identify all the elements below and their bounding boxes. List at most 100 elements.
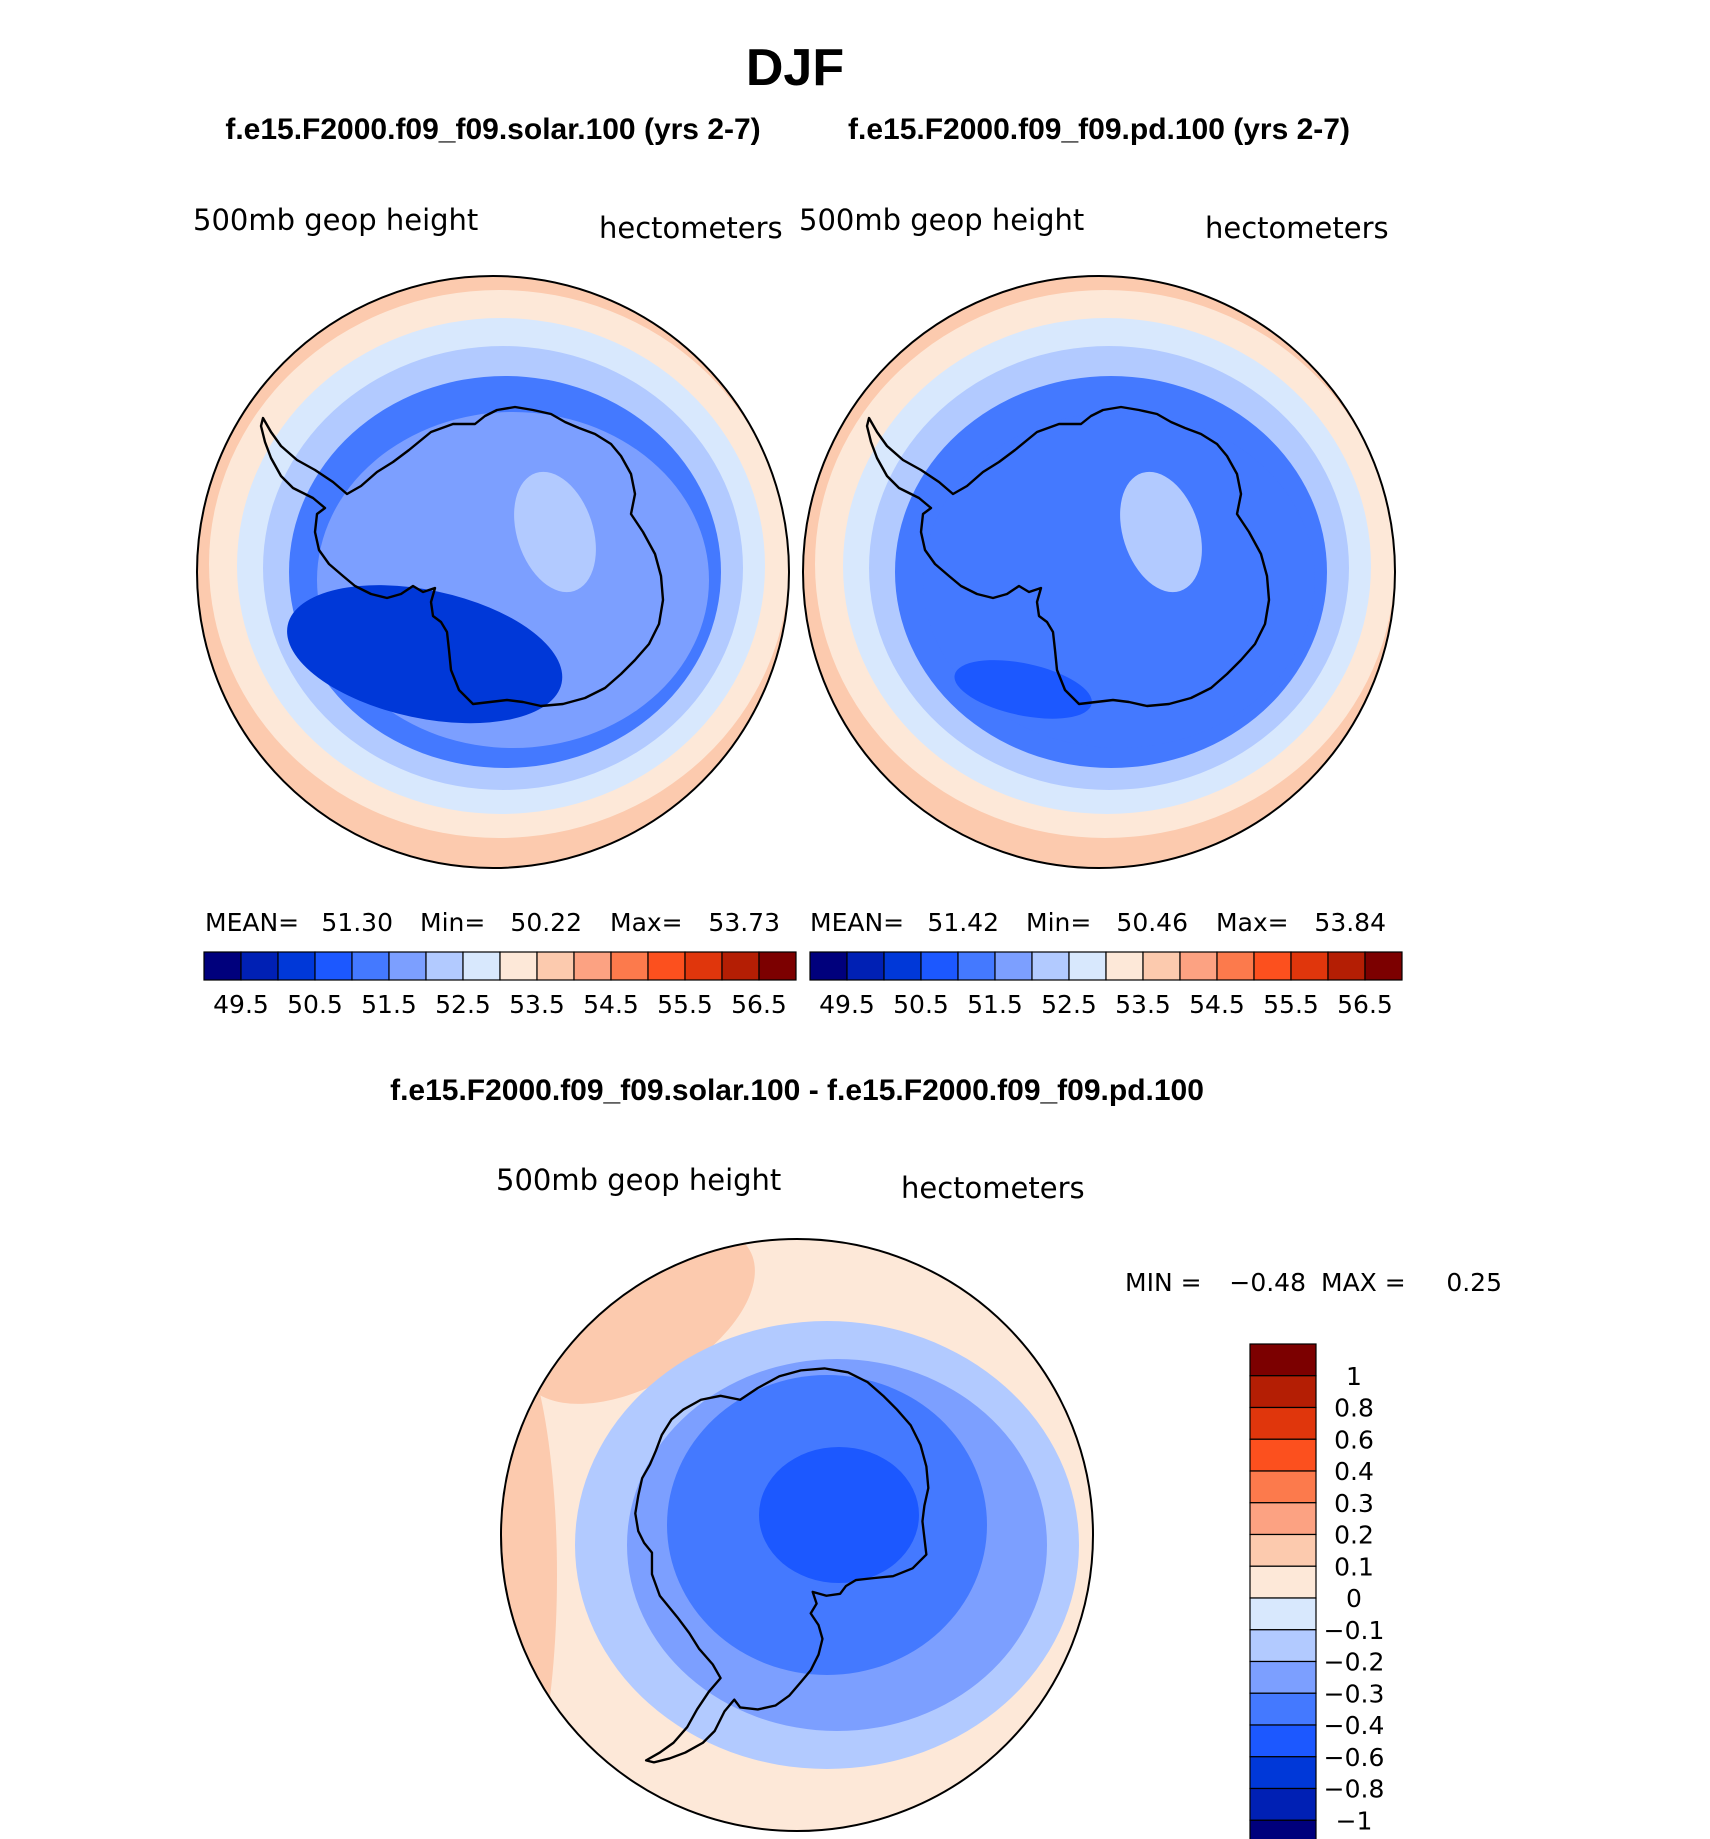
- colorbar-swatch: [883, 951, 922, 981]
- panel-solar-units: hectometers: [599, 211, 783, 245]
- colorbar-tick-label: −1: [1336, 1806, 1373, 1835]
- stats-mean-label: MEAN=: [810, 908, 904, 937]
- colorbar-swatch: [994, 951, 1033, 981]
- colorbar-swatch: [1249, 1533, 1317, 1567]
- colorbar-swatch: [1249, 1660, 1317, 1694]
- colorbar-swatch: [1364, 951, 1403, 981]
- colorbar-tick-label: 0.2: [1334, 1521, 1374, 1550]
- colorbar-swatch: [1216, 951, 1255, 981]
- colorbar-tick-label: 0.4: [1334, 1457, 1374, 1486]
- colorbar-tick-label: 51.5: [361, 990, 417, 1019]
- stats-mean-label: MEAN=: [205, 908, 299, 937]
- colorbar-tick-label: 55.5: [657, 990, 713, 1019]
- main-title: DJF: [746, 39, 844, 97]
- colorbar-tick-label: 56.5: [731, 990, 787, 1019]
- colorbar-swatch: [1068, 951, 1107, 981]
- stats-diff: MIN = −0.48 MAX = 0.25: [1125, 1268, 1502, 1297]
- stats-solar: MEAN= 51.30 Min= 50.22 Max= 53.73: [205, 908, 780, 937]
- colorbar-swatch: [1249, 1787, 1317, 1821]
- colorbar-tick-label: 0: [1346, 1584, 1362, 1613]
- colorbar-tick-label: 50.5: [287, 990, 343, 1019]
- colorbar-tick-label: 49.5: [819, 990, 875, 1019]
- colorbar-tick-label: −0.6: [1324, 1743, 1385, 1772]
- colorbar-swatch: [1249, 1502, 1317, 1536]
- colorbar-tick-label: 52.5: [435, 990, 491, 1019]
- stats-max-value: 53.84: [1314, 908, 1386, 937]
- colorbar-diff: 1 0.80.6 0.4 0.3 0.20.1 0 −0.1 −0.2−0.3 −0.4 −0.6…: [1249, 1343, 1385, 1839]
- map-solar: [197, 276, 789, 868]
- panel-pd-subtitle: f.e15.F2000.f09_f09.pd.100 (yrs 2-7): [848, 113, 1350, 146]
- stats-max-label: Max=: [610, 908, 683, 937]
- colorbar-tick-label: 56.5: [1337, 990, 1393, 1019]
- stats-pd: MEAN= 51.42 Min= 50.46 Max= 53.84: [810, 908, 1386, 937]
- panel-solar-variable: 500mb geop height: [193, 203, 478, 237]
- colorbar-swatch: [351, 951, 390, 981]
- colorbar-tick-label: −0.1: [1324, 1616, 1385, 1645]
- colorbar-swatch: [240, 951, 279, 981]
- map-boundary: [500, 1238, 1094, 1832]
- colorbar-pd: 49.5 50.5 51.5 52.5 53.5 54.5 55.5 56.5: [809, 951, 1403, 1019]
- colorbar-tick-label: −0.4: [1324, 1711, 1385, 1740]
- stats-min-label: Min=: [420, 908, 485, 937]
- colorbar-solar: 49.5 50.5 51.5 52.5 53.5 54.5 55.5 56.5: [203, 951, 797, 1019]
- colorbar-tick-label: 49.5: [213, 990, 269, 1019]
- colorbar-tick-label: 1: [1346, 1362, 1362, 1391]
- stats-max-label: Max=: [1216, 908, 1289, 937]
- colorbar-swatch: [1031, 951, 1070, 981]
- colorbar-swatch: [425, 951, 464, 981]
- panel-diff-units: hectometers: [901, 1171, 1085, 1205]
- colorbar-swatch: [1249, 1692, 1317, 1726]
- contour-band-high: [514, 471, 596, 593]
- colorbar-swatch: [1253, 951, 1292, 981]
- colorbar-swatch: [462, 951, 501, 981]
- colorbar-tick-label: 0.8: [1334, 1394, 1374, 1423]
- colorbar-swatch: [684, 951, 723, 981]
- colorbar-swatch: [1249, 1819, 1317, 1839]
- colorbar-swatch: [1249, 1375, 1317, 1409]
- colorbar-swatch: [1249, 1565, 1317, 1599]
- colorbar-tick-label: 50.5: [893, 990, 949, 1019]
- stats-max-value: 0.25: [1446, 1268, 1502, 1297]
- contour-band-positive: [501, 1315, 557, 1831]
- panel-pd-units: hectometers: [1205, 211, 1389, 245]
- stats-mean-value: 51.30: [321, 908, 393, 937]
- colorbar-tick-label: 54.5: [1189, 990, 1245, 1019]
- map-pd: [803, 276, 1395, 868]
- colorbar-swatch: [721, 951, 760, 981]
- colorbar-tick-label: 53.5: [509, 990, 565, 1019]
- stats-mean-value: 51.42: [927, 908, 999, 937]
- map-boundary: [802, 275, 1396, 869]
- colorbar-tick-label: 54.5: [583, 990, 639, 1019]
- colorbar-swatch: [1327, 951, 1366, 981]
- colorbar-tick-label: 0.3: [1334, 1489, 1374, 1518]
- colorbar-swatch: [920, 951, 959, 981]
- colorbar-swatch: [1179, 951, 1218, 981]
- antarctica-coastline: [865, 405, 1271, 708]
- colorbar-tick-label: 51.5: [967, 990, 1023, 1019]
- colorbar-swatch: [846, 951, 885, 981]
- colorbar-tick-label: 53.5: [1115, 990, 1171, 1019]
- stats-min-label: MIN =: [1125, 1268, 1202, 1297]
- antarctica-coastline: [634, 1367, 930, 1764]
- contour-band-low: [954, 660, 1092, 719]
- colorbar-swatch: [957, 951, 996, 981]
- colorbar-swatch: [314, 951, 353, 981]
- colorbar-swatch: [1249, 1470, 1317, 1504]
- colorbar-swatch: [1105, 951, 1144, 981]
- colorbar-swatch: [758, 951, 797, 981]
- antarctica-coastline: [259, 405, 665, 708]
- colorbar-tick-label: 52.5: [1041, 990, 1097, 1019]
- panel-diff-variable: 500mb geop height: [496, 1163, 781, 1197]
- colorbar-swatch: [809, 951, 848, 981]
- colorbar-swatch: [1249, 1629, 1317, 1663]
- colorbar-swatch: [1249, 1438, 1317, 1472]
- map-diff: [501, 1239, 1093, 1831]
- colorbar-tick-label: 55.5: [1263, 990, 1319, 1019]
- colorbar-swatch: [1249, 1343, 1317, 1377]
- stats-min-value: 50.46: [1116, 908, 1188, 937]
- colorbar-swatch: [499, 951, 538, 981]
- colorbar-swatch: [1249, 1724, 1317, 1758]
- panel-solar-subtitle: f.e15.F2000.f09_f09.solar.100 (yrs 2-7): [225, 113, 760, 146]
- panel-pd-variable: 500mb geop height: [799, 203, 1084, 237]
